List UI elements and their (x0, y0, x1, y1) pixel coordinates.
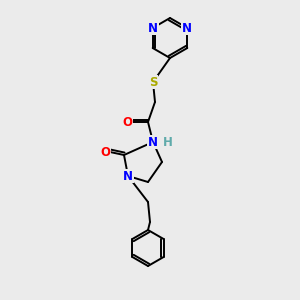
Text: N: N (148, 136, 158, 148)
Text: O: O (122, 116, 132, 128)
Text: O: O (100, 146, 110, 158)
Text: H: H (163, 136, 173, 148)
Text: N: N (182, 22, 192, 34)
Text: S: S (149, 76, 157, 88)
Text: N: N (123, 169, 133, 182)
Text: N: N (148, 22, 158, 34)
